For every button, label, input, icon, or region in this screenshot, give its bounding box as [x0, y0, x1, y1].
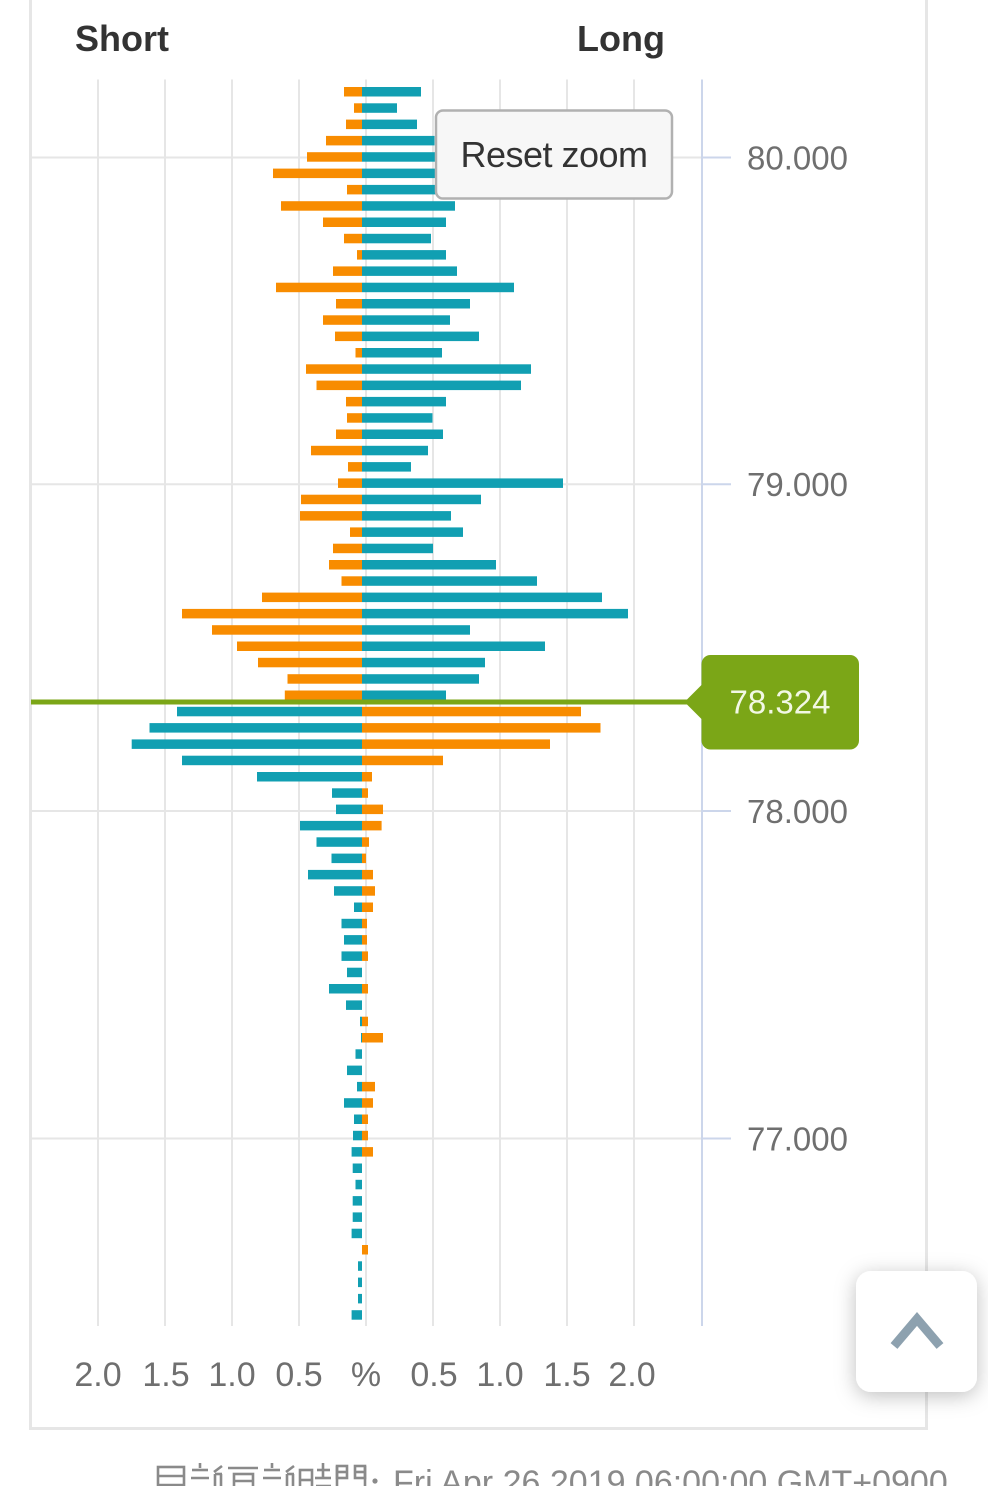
svg-text:1.0: 1.0 [208, 1356, 255, 1394]
svg-text:78.000: 78.000 [747, 793, 848, 830]
svg-text:1.5: 1.5 [543, 1356, 590, 1394]
svg-text:Fri Apr 26 2019 06:00:00 GMT+0: Fri Apr 26 2019 06:00:00 GMT+0900 [393, 1464, 948, 1486]
svg-text:0.5: 0.5 [275, 1356, 322, 1394]
svg-text:80.000: 80.000 [747, 140, 848, 177]
svg-text:2.0: 2.0 [608, 1356, 655, 1394]
svg-text:78.324: 78.324 [730, 684, 831, 721]
svg-text:Short: Short [75, 18, 169, 59]
svg-text:2.0: 2.0 [74, 1356, 121, 1394]
svg-text:77.000: 77.000 [747, 1121, 848, 1158]
svg-text:79.000: 79.000 [747, 466, 848, 503]
svg-text:1.5: 1.5 [142, 1356, 189, 1394]
svg-text:%: % [351, 1356, 381, 1394]
svg-text:Long: Long [577, 18, 665, 59]
svg-text:1.0: 1.0 [476, 1356, 523, 1394]
svg-text:0.5: 0.5 [410, 1356, 457, 1394]
svg-text:Reset zoom: Reset zoom [460, 134, 647, 175]
